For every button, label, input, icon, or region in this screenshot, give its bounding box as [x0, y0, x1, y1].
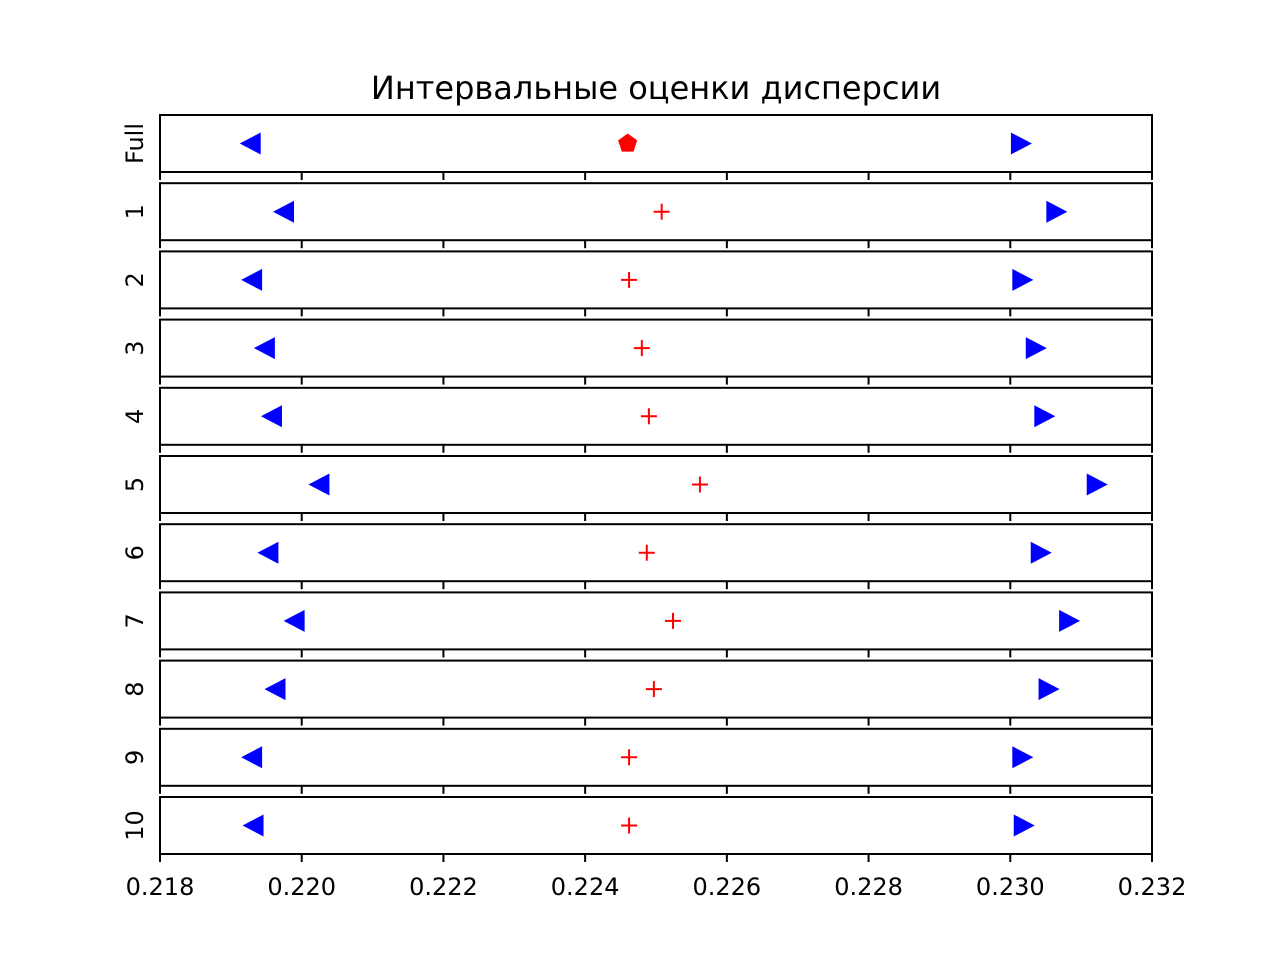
estimate-marker [621, 749, 638, 766]
row-label: 4 [121, 409, 149, 424]
row-panel: 9 [121, 727, 1153, 794]
upper-bound-marker [1086, 473, 1108, 496]
chart-panels: Full 1 2 3 4 5 6 7 8 9 10 [121, 114, 1153, 862]
lower-bound-marker [283, 609, 305, 632]
x-tick-label: 0.228 [834, 873, 903, 901]
upper-bound-marker [1034, 405, 1056, 428]
upper-bound-marker [1059, 609, 1081, 632]
row-label: 5 [121, 477, 149, 492]
estimate-marker [665, 612, 682, 629]
panel-frame [159, 318, 1153, 378]
row-label: 8 [121, 681, 149, 696]
lower-bound-marker [260, 405, 282, 428]
panel-frame [159, 523, 1153, 583]
row-panel: 5 [121, 455, 1153, 521]
estimate-marker [621, 271, 638, 288]
panel-frame [159, 796, 1153, 855]
x-tick-label: 0.218 [126, 873, 195, 901]
lower-bound-marker [253, 337, 275, 360]
estimate-marker [638, 544, 655, 561]
panel-frame [159, 114, 1153, 173]
row-panel: 2 [121, 250, 1153, 317]
row-label: 2 [121, 272, 149, 287]
x-tick-label: 0.230 [976, 873, 1045, 901]
row-label: 3 [121, 340, 149, 355]
estimate-marker [691, 476, 708, 493]
row-panel: 6 [121, 523, 1153, 590]
x-tick-label: 0.222 [409, 873, 478, 901]
row-panel: 3 [121, 318, 1153, 385]
upper-bound-marker [1025, 337, 1047, 360]
lower-bound-marker [241, 746, 263, 769]
x-tick-label: 0.224 [551, 873, 620, 901]
panel-frame [159, 727, 1153, 787]
row-label: 1 [121, 204, 149, 219]
chart-title: Интервальные оценки дисперсии [371, 69, 941, 107]
lower-bound-marker [273, 200, 294, 223]
lower-bound-marker [264, 678, 286, 701]
panel-frame [159, 591, 1153, 651]
lower-bound-marker [242, 814, 264, 837]
row-label: 6 [121, 545, 149, 560]
lower-bound-marker [308, 473, 330, 496]
upper-bound-marker [1030, 541, 1052, 564]
row-panel: 7 [121, 591, 1153, 658]
estimate-marker [621, 817, 638, 834]
row-label: 7 [121, 613, 149, 628]
estimate-marker [618, 133, 638, 152]
panel-frame [159, 250, 1153, 310]
lower-bound-marker [257, 541, 279, 564]
lower-bound-marker [239, 132, 261, 155]
upper-bound-marker [1012, 268, 1034, 291]
estimate-marker [640, 408, 657, 425]
x-axis-tick-labels: 0.218 0.220 0.222 0.224 0.226 0.228 0.230 0.232 [126, 873, 1187, 901]
row-label: 10 [121, 810, 149, 841]
estimate-marker [633, 340, 650, 357]
row-panel: 8 [121, 659, 1153, 726]
x-tick-label: 0.220 [267, 873, 336, 901]
lower-bound-marker [241, 268, 263, 291]
estimate-marker [645, 681, 662, 698]
row-panel: 1 [121, 182, 1153, 249]
upper-bound-marker [1013, 814, 1035, 837]
x-tick-label: 0.232 [1118, 873, 1187, 901]
upper-bound-marker [1038, 678, 1060, 701]
x-tick-label: 0.226 [692, 873, 761, 901]
upper-bound-marker [1010, 132, 1032, 155]
row-label: Full [121, 123, 149, 164]
upper-bound-marker [1046, 200, 1068, 223]
upper-bound-marker [1012, 746, 1034, 769]
estimate-marker [653, 203, 670, 220]
row-panel: 4 [121, 386, 1153, 453]
row-panel: Full [121, 114, 1153, 180]
row-panel: 10 [121, 796, 1153, 862]
row-label: 9 [121, 750, 149, 765]
